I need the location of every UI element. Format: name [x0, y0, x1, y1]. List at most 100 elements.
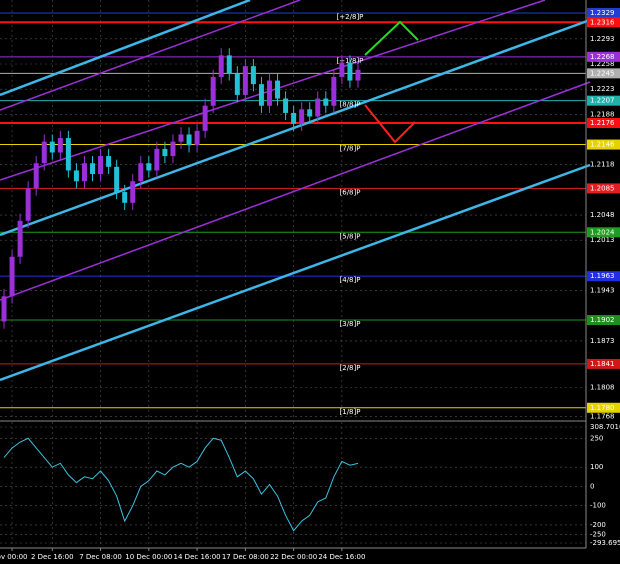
y-tick-label: 1.2258 — [590, 60, 615, 68]
y-tick-label: -250 — [590, 531, 606, 539]
y-tick-label: 1.2048 — [590, 211, 615, 219]
candle-body — [234, 73, 240, 95]
level-name: [1/8]P — [340, 408, 361, 416]
y-tick-label: -293.6956 — [590, 539, 620, 547]
channel-line — [0, 18, 591, 237]
candle-body — [178, 134, 184, 142]
level-name: [+2/8]P — [337, 13, 364, 21]
candle-body — [9, 256, 15, 297]
oscillator-line — [3, 437, 359, 532]
y-tick-label: 1.1768 — [590, 412, 615, 420]
x-tick-label: 7 Dec 08:00 — [79, 553, 122, 561]
candle-body — [218, 55, 224, 77]
price-box — [587, 51, 620, 62]
price-box-label: 1.2329 — [590, 9, 615, 17]
y-tick-label: -100 — [590, 502, 606, 510]
price-box-label: 1.1902 — [590, 316, 615, 324]
candle-body — [210, 76, 216, 106]
x-tick-label: 17 Dec 08:00 — [222, 553, 269, 561]
price-box-label: 1.2207 — [590, 97, 615, 105]
y-tick-label: -200 — [590, 521, 606, 529]
y-tick-label: 0 — [590, 482, 594, 490]
candle-body — [41, 141, 47, 164]
candle-body — [202, 105, 208, 131]
x-tick-label: 14 Dec 16:00 — [174, 553, 221, 561]
y-tick-label: 100 — [590, 463, 603, 471]
candle-body — [106, 156, 112, 167]
candle-body — [258, 84, 264, 106]
candle-body — [81, 163, 87, 182]
x-tick-label: 22 Dec 00:00 — [270, 553, 317, 561]
price-box-label: 1.2085 — [590, 184, 615, 192]
x-tick-label: ov 00:00 — [0, 553, 27, 561]
candle-body — [114, 166, 120, 193]
candle-body — [242, 66, 248, 95]
level-name: [5/8]P — [340, 232, 361, 240]
channel-line — [0, 81, 591, 301]
price-box — [587, 139, 620, 150]
channel-line — [0, 0, 251, 97]
level-name: [4/8]P — [340, 276, 361, 284]
level-name: [3/8]P — [340, 320, 361, 328]
candle-body — [226, 55, 232, 74]
price-box — [587, 68, 620, 79]
y-tick-label: 1.2013 — [590, 236, 615, 244]
candle-body — [291, 112, 297, 124]
price-box — [587, 183, 620, 194]
price-box — [587, 315, 620, 326]
candle-body — [25, 188, 31, 221]
y-tick-label: 1.1808 — [590, 384, 615, 392]
price-box-label: 1.2146 — [590, 141, 615, 149]
candle-body — [57, 138, 63, 153]
candle-body — [138, 163, 144, 182]
price-box-label: 1.1780 — [590, 404, 615, 412]
level-name: [6/8]P — [340, 188, 361, 196]
price-box-label: 1.2245 — [590, 69, 615, 77]
candle-body — [90, 163, 96, 175]
candle-body — [299, 109, 305, 124]
price-box-label: 1.1841 — [590, 360, 615, 368]
y-tick-label: 1.2293 — [590, 35, 615, 43]
y-tick-label: 1.1943 — [590, 287, 615, 295]
price-box — [587, 7, 620, 18]
price-box — [587, 117, 620, 128]
x-tick-label: 10 Dec 00:00 — [125, 553, 172, 561]
price-box-label: 1.2024 — [590, 228, 615, 236]
y-tick-label: 1.2223 — [590, 85, 615, 93]
candle-body — [339, 62, 345, 77]
candle-body — [347, 62, 353, 81]
candle-body — [98, 156, 104, 175]
candle-body — [186, 134, 192, 146]
channel-line — [0, 0, 301, 111]
candle-body — [331, 76, 337, 106]
candle-body — [162, 148, 168, 157]
candle-body — [194, 130, 200, 146]
price-box-label: 1.2316 — [590, 18, 615, 26]
candle-body — [146, 163, 152, 171]
overlay: 1.2293 1.2258 1.2223 1.2188 1.2118 1.2048 1.20… — [0, 7, 620, 561]
y-tick-label: 1.2118 — [590, 161, 615, 169]
channels-purple — [0, 0, 591, 301]
y-tick-label: 308.7016 — [590, 423, 620, 431]
price-box-label: 1.2176 — [590, 119, 615, 127]
candle-body — [275, 80, 281, 99]
candle-body — [307, 109, 313, 117]
channel-line — [0, 163, 591, 382]
candle-body — [250, 66, 256, 85]
candle-body — [283, 98, 289, 113]
price-box — [587, 271, 620, 282]
candle-body — [49, 141, 55, 153]
level-name: [2/8]P — [340, 364, 361, 372]
price-box — [587, 227, 620, 238]
candle-body — [154, 148, 160, 171]
candle-body — [266, 80, 272, 106]
price-box — [587, 17, 620, 28]
price-box-label: 1.1963 — [590, 272, 615, 280]
candle-body — [323, 98, 329, 106]
candle-body — [355, 69, 361, 81]
candle-body — [130, 181, 136, 203]
x-tick-label: 24 Dec 16:00 — [318, 553, 365, 561]
price-box — [587, 95, 620, 106]
candle-body — [1, 296, 7, 322]
